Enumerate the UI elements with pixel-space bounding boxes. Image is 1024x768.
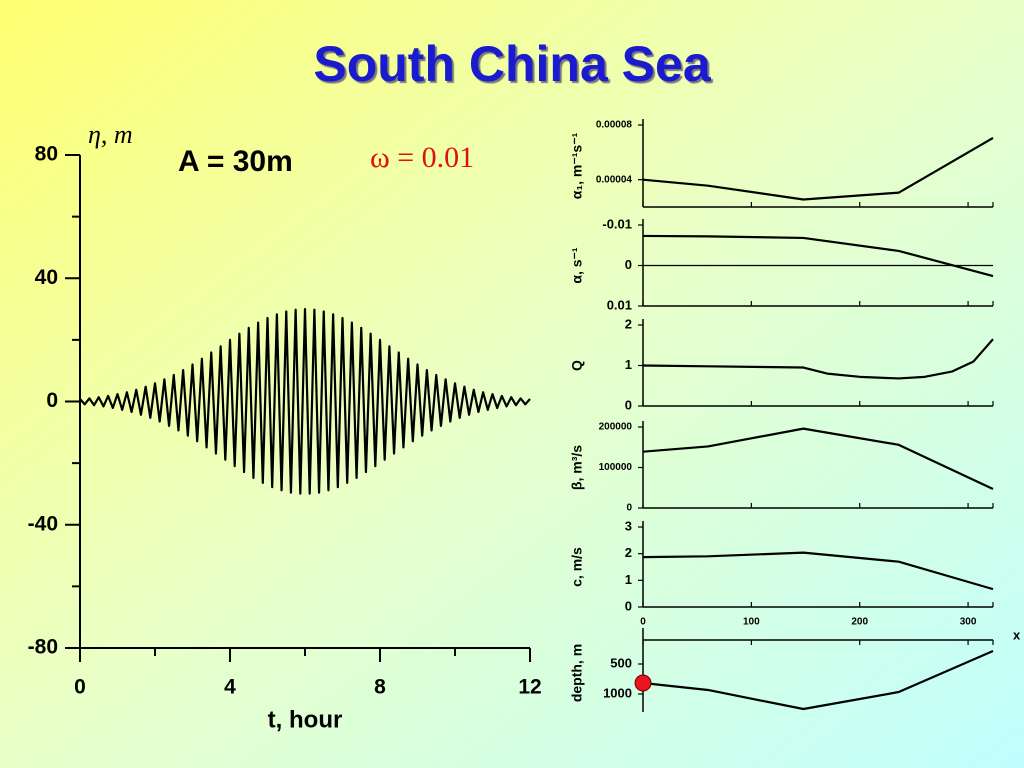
y-tick-label: 2	[625, 316, 632, 331]
y-tick-label: 3	[625, 518, 632, 533]
y-tick-label: -0.01	[602, 216, 632, 231]
y-tick-label: 500	[610, 655, 632, 670]
y-tick-label: 2	[625, 545, 632, 560]
y-tick-label: 200000	[599, 422, 633, 433]
y-axis-label: η, m	[88, 120, 133, 149]
x-tick-label: 200	[851, 617, 868, 628]
y-tick-label: 0	[625, 257, 632, 272]
x-tick-label: 300	[960, 617, 977, 628]
y-axis-label: α₁, m⁻¹s⁻¹	[569, 132, 585, 199]
y-tick-label: 0	[626, 503, 632, 514]
y-tick-label: 0	[625, 598, 632, 613]
y-tick-label: 100000	[599, 462, 633, 473]
y-tick-label: 0	[46, 389, 58, 412]
slide-title: South China Sea	[313, 36, 711, 92]
annotation: ω = 0.01	[370, 141, 474, 174]
data-line	[642, 338, 994, 380]
x-tick-label: 100	[743, 617, 760, 628]
y-tick-label: 0.00004	[596, 174, 633, 185]
data-line	[642, 234, 994, 278]
x-tick-label: 4	[224, 676, 236, 699]
y-tick-label: -40	[28, 512, 58, 535]
data-line	[642, 649, 994, 711]
y-tick-label: 0	[625, 397, 632, 412]
x-axis-label: t, hour	[268, 706, 343, 733]
x-tick-label: 0	[640, 617, 646, 628]
y-tick-label: 1	[625, 572, 632, 587]
y-tick-label: 40	[35, 266, 58, 289]
data-line	[642, 137, 994, 201]
y-tick-label: 0.00008	[596, 120, 633, 131]
y-tick-label: 80	[35, 143, 58, 166]
y-tick-label: 1000	[603, 685, 632, 700]
x-tick-label: 0	[74, 676, 86, 699]
data-line	[642, 551, 994, 591]
y-tick-label: 0.01	[607, 297, 632, 312]
y-axis-label: α, s⁻¹	[569, 247, 585, 284]
annotation: A = 30m	[178, 145, 293, 178]
y-tick-label: 1	[625, 357, 632, 372]
y-axis-label: Q	[569, 360, 585, 371]
data-line	[642, 427, 994, 490]
y-axis-label: c, m/s	[569, 547, 585, 587]
start-marker	[634, 674, 652, 692]
x-tick-label: 12	[518, 676, 541, 699]
y-axis-label: β, m³/s	[569, 445, 585, 490]
data-line	[79, 307, 531, 495]
x-tick-label: 8	[374, 676, 386, 699]
x-axis-label: x	[1013, 627, 1021, 642]
y-axis-label: depth, m	[569, 644, 585, 702]
y-tick-label: -80	[28, 636, 58, 659]
